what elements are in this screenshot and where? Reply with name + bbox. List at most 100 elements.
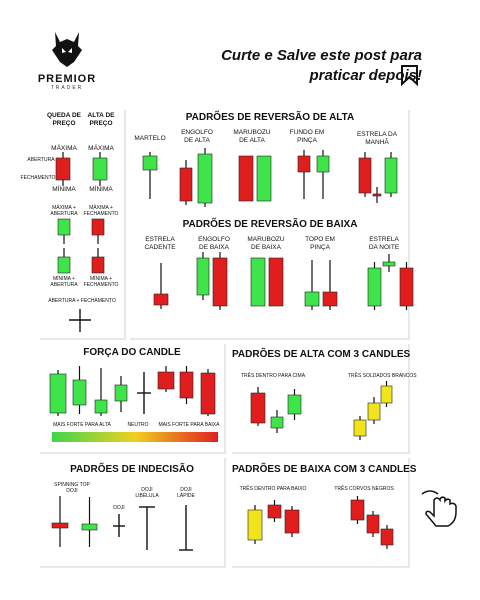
- candle-martelo: [142, 152, 158, 199]
- baixa3-dentro-1: [247, 505, 263, 544]
- legend-candle-min-abertura: [57, 248, 71, 274]
- brand-subtitle: TRADER: [50, 85, 84, 91]
- candle-marubozu-alta-2: [256, 155, 272, 202]
- forca-neutro-cross: [137, 372, 151, 414]
- label-marubozu-alta: MARUBOZU DE ALTA: [233, 129, 271, 144]
- candle-fundo-pinca-1: [297, 150, 311, 199]
- legend-min-fechamento: MÍNIMA + FECHAMENTO: [83, 276, 119, 288]
- legend-abertura-fechamento: ABERTURA + FECHAMENTO: [48, 298, 116, 304]
- label-fundo-pinca: FUNDO EM PINÇA: [289, 129, 325, 144]
- candle-estrela-noite-3: [399, 262, 414, 310]
- headline-line-2: praticar depois!: [309, 67, 422, 84]
- label-engolfo-baixa: ENGOLFO DE BAIXA: [198, 236, 230, 251]
- legend-min-abertura: MÍNIMA + ABERTURA: [50, 276, 78, 288]
- legend-queda-header: QUEDA DE PREÇO: [46, 112, 82, 127]
- label-topo-pinca: TOPO EM PINÇA: [305, 236, 335, 251]
- label-tres-dentro-cima: TRÊS DENTRO PARA CIMA: [240, 373, 306, 379]
- indecisao-spinning-top: [51, 496, 69, 547]
- indecisao-spinning-doji: [81, 497, 98, 547]
- legend-minima-right: MÍNIMA: [89, 186, 113, 193]
- legend-candle-max-fechamento: [91, 218, 105, 244]
- candle-estrela-cadente: [153, 263, 169, 309]
- label-estrela-cadente: ESTRELA CADENTE: [144, 236, 176, 251]
- candle-marubozu-alta-1: [238, 155, 254, 202]
- headline: Curte e Salve este post para praticar de…: [221, 46, 422, 86]
- candle-engolfo-alta-1: [179, 160, 193, 205]
- legend-max-fechamento: MÁXIMA + FECHAMENTO: [83, 205, 119, 217]
- forca-gradient-bar: [52, 432, 218, 442]
- wolf-logo: [52, 32, 82, 67]
- alta3-soldados-2: [367, 397, 381, 424]
- forca-title: FORÇA DO CANDLE: [83, 347, 181, 358]
- legend-candle-bull: [92, 152, 108, 186]
- candle-fundo-pinca-2: [316, 150, 330, 199]
- legend-maxima-right: MÁXIMA: [88, 145, 114, 152]
- indecisao-doji-cross: [113, 514, 125, 537]
- panel-indecisao: [40, 458, 226, 568]
- label-tres-soldados: TRÊS SOLDADOS BRANCOS: [348, 373, 417, 379]
- candle-topo-pinca-2: [322, 260, 338, 310]
- alta3-soldados-3: [380, 381, 393, 407]
- legend-candle-bear: [55, 152, 71, 186]
- legend-plus-icon: [69, 309, 91, 332]
- candle-marubozu-baixa-2: [268, 257, 284, 307]
- legend-minima-left: MÍNIMA: [52, 186, 76, 193]
- panel-legend: [40, 110, 126, 340]
- forca-mid-label: NEUTRO: [127, 422, 149, 428]
- legend-candle-max-abertura: [57, 218, 71, 244]
- brand-name: PREMIOR: [37, 73, 97, 85]
- label-doji: DOJI: [113, 505, 125, 511]
- label-tres-dentro-baixo: TRÊS DENTRO PARA BAIXO: [239, 486, 307, 492]
- candle-estrela-manha-2: [372, 187, 382, 203]
- label-martelo: MARTELO: [134, 135, 166, 142]
- indecisao-doji-lapide: [179, 505, 193, 551]
- label-doji-lapide: DOJI LÁPIDE: [177, 487, 195, 499]
- reversao-baixa-title: PADRÕES DE REVERSÃO DE BAIXA: [182, 219, 358, 230]
- legend-fechamento-label: FECHAMENTO: [20, 175, 56, 181]
- brand-logo: PREMIOR TRADER: [32, 30, 102, 91]
- label-marubozu-baixa: MARUBOZU DE BAIXA: [247, 236, 285, 251]
- candle-estrela-noite-2: [382, 254, 396, 272]
- indecisao-doji-libelula: [139, 506, 155, 550]
- alta3-dentro-3: [287, 389, 302, 420]
- forca-left-label: MAIS FORTE PARA ALTA: [53, 422, 111, 428]
- candle-estrela-noite-1: [367, 262, 382, 310]
- baixa3-corvos-2: [366, 511, 380, 537]
- label-doji-libelula: DOJI LIBÉLULA: [135, 487, 159, 499]
- candle-engolfo-baixa-1: [196, 252, 210, 300]
- forca-candle-3: [94, 368, 108, 416]
- label-estrela-noite: ESTRELA DA NOITE: [368, 236, 400, 251]
- baixa3-dentro-3: [284, 506, 300, 537]
- forca-candle-6: [157, 366, 175, 392]
- baixa3-corvos-1: [350, 496, 365, 524]
- legend-candle-min-fechamento: [91, 248, 105, 274]
- baixa3-dentro-2: [267, 500, 282, 522]
- legend-max-abertura: MÁXIMA + ABERTURA: [50, 205, 78, 217]
- candle-topo-pinca-1: [304, 260, 320, 310]
- label-engolfo-alta: ENGOLFO DE ALTA: [181, 129, 213, 144]
- forca-candle-1: [49, 370, 67, 416]
- candle-engolfo-alta-2: [197, 148, 213, 207]
- label-tres-corvos: TRÊS CORVOS NEGROS: [334, 486, 394, 492]
- label-spinning-top: SPINNING TOP DOJI: [54, 482, 90, 494]
- baixa3-corvos-3: [380, 525, 394, 549]
- candle-engolfo-baixa-2: [212, 252, 228, 310]
- headline-line-1: Curte e Salve este post para: [221, 47, 422, 64]
- alta3-dentro-1: [250, 387, 266, 426]
- alta3-soldados-1: [353, 416, 367, 440]
- legend-abertura-label: ABERTURA: [27, 157, 55, 163]
- forca-right-label: MAIS FORTE PARA BAIXA: [158, 422, 220, 428]
- candle-estrela-manha-1: [358, 152, 372, 197]
- forca-candle-7: [179, 366, 194, 404]
- alta-3-title: PADRÕES DE ALTA COM 3 CANDLES: [232, 349, 411, 360]
- legend-alta-header: ALTA DE PREÇO: [87, 112, 115, 127]
- forca-candle-4: [114, 376, 128, 412]
- baixa-3-title: PADRÕES DE BAIXA COM 3 CANDLES: [232, 464, 417, 475]
- legend-maxima-left: MÁXIMA: [51, 145, 77, 152]
- reversao-alta-title: PADRÕES DE REVERSÃO DE ALTA: [185, 112, 355, 123]
- candle-estrela-manha-3: [384, 152, 398, 197]
- label-estrela-manha: ESTRELA DA MANHÃ: [356, 131, 398, 146]
